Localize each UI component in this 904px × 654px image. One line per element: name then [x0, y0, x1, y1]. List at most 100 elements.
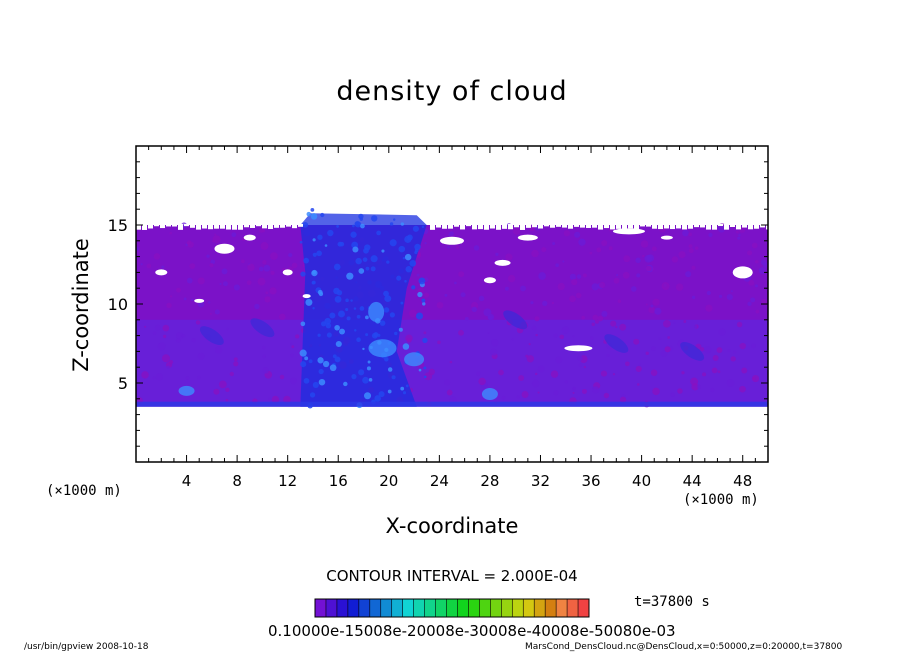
cloud-speck	[454, 281, 457, 285]
cloud-speck	[187, 240, 192, 245]
cloud-speck	[185, 376, 190, 380]
colorbar-swatch	[490, 599, 502, 617]
cloud-speck	[645, 265, 652, 272]
cloud-speck	[576, 274, 582, 279]
core-speck	[359, 217, 363, 221]
cloud-speck	[460, 292, 466, 298]
core-speck	[327, 229, 334, 237]
cloud-speck	[562, 260, 565, 263]
cloud-speck	[436, 301, 444, 309]
cloud-top-edge	[508, 224, 513, 230]
cloud-top-edge	[766, 224, 768, 230]
core-speck	[363, 392, 372, 400]
cloud-speck	[161, 265, 165, 269]
cloud-speck	[209, 263, 214, 268]
core-speck	[353, 307, 357, 310]
cloud-speck	[458, 271, 465, 278]
core-speck	[421, 298, 426, 303]
core-speck	[306, 211, 311, 217]
clear-air-gap	[440, 236, 464, 245]
core-speck	[346, 316, 351, 321]
cloud-top-edge	[646, 224, 651, 227]
cloud-top-edge	[670, 224, 675, 230]
cloud-speck	[691, 295, 696, 300]
cloud-speck	[681, 371, 685, 375]
cloud-speck	[464, 317, 469, 321]
cloud-speck	[755, 284, 758, 288]
cloud-speck	[290, 353, 294, 358]
core-speck	[343, 381, 348, 387]
clear-air-gap	[155, 269, 168, 276]
cloud-top-edge	[466, 224, 471, 227]
cloud-speck	[531, 325, 537, 331]
core-speck	[364, 315, 369, 320]
cloud-speck	[176, 287, 181, 293]
cloud-top-edge	[628, 224, 633, 229]
y-axis-label: Z-coordinate	[69, 238, 93, 372]
cloud-top-edge	[724, 224, 729, 230]
colorbar-swatch	[347, 599, 360, 617]
cloud-top-edge	[214, 224, 219, 229]
cloud-top-edge	[136, 224, 141, 230]
colorbar	[314, 598, 590, 618]
cloud-speck	[711, 367, 718, 374]
cloud-speck	[530, 301, 534, 305]
cloud-speck	[146, 263, 152, 269]
core-speck	[368, 378, 373, 382]
x-tick-label: 44	[683, 472, 702, 490]
cloud-speck	[531, 249, 539, 258]
colorbar-swatch	[556, 599, 568, 617]
cloud-speck	[449, 360, 453, 364]
cloud-speck	[751, 343, 756, 349]
cloud-speck	[697, 384, 702, 389]
cloud-speck	[603, 392, 610, 399]
cloud-speck	[670, 392, 675, 398]
core-speck	[378, 391, 385, 398]
cloud-speck	[596, 247, 602, 253]
cloud-speck	[521, 391, 529, 399]
cloud-top-edge	[700, 224, 705, 228]
cloud-speck	[262, 229, 266, 233]
cloud-speck	[583, 365, 587, 369]
footer-left: /usr/bin/gpview 2008-10-18	[24, 642, 149, 652]
cloud-top-edge	[202, 224, 207, 229]
core-speck	[354, 329, 357, 332]
core-speck	[352, 246, 359, 253]
cloud-speck	[755, 309, 760, 314]
colorbar-swatch	[512, 599, 524, 617]
core-speck	[304, 356, 309, 361]
cloud-speck	[553, 390, 559, 396]
cloud-speck	[291, 262, 298, 269]
cloud-speck	[563, 230, 570, 237]
cloud-top-edge	[250, 224, 255, 228]
cloud-top-edge	[748, 224, 753, 230]
cloud-speck	[582, 273, 587, 278]
cloud-speck	[197, 352, 205, 360]
cloud-speck	[269, 287, 277, 295]
cloud-speck	[206, 254, 210, 258]
clear-air-gap	[214, 243, 235, 254]
cloud-speck	[559, 334, 565, 340]
core-speck	[358, 369, 365, 376]
cloud-speck	[648, 306, 656, 314]
core-speck	[358, 213, 364, 220]
cloud-speck	[636, 273, 641, 278]
cloud-speck	[241, 259, 245, 264]
cloud-top-edge	[298, 224, 303, 227]
cloud-speck	[233, 361, 239, 367]
cloud-speck	[471, 306, 478, 313]
core-speck	[417, 291, 423, 298]
cloud-speck	[541, 247, 547, 253]
cloud-speck	[197, 277, 205, 285]
cloud-top-edge	[178, 224, 183, 230]
core-speck	[300, 361, 307, 368]
cloud-speck	[589, 336, 594, 340]
cloud-speck	[569, 273, 577, 280]
cloud-speck	[705, 304, 713, 312]
cloud-speck	[223, 281, 228, 287]
cloud-speck	[591, 386, 600, 394]
cloud-speck	[552, 242, 556, 246]
cloud-speck	[758, 267, 766, 275]
cloud-speck	[622, 271, 630, 279]
core-speck	[379, 320, 386, 326]
